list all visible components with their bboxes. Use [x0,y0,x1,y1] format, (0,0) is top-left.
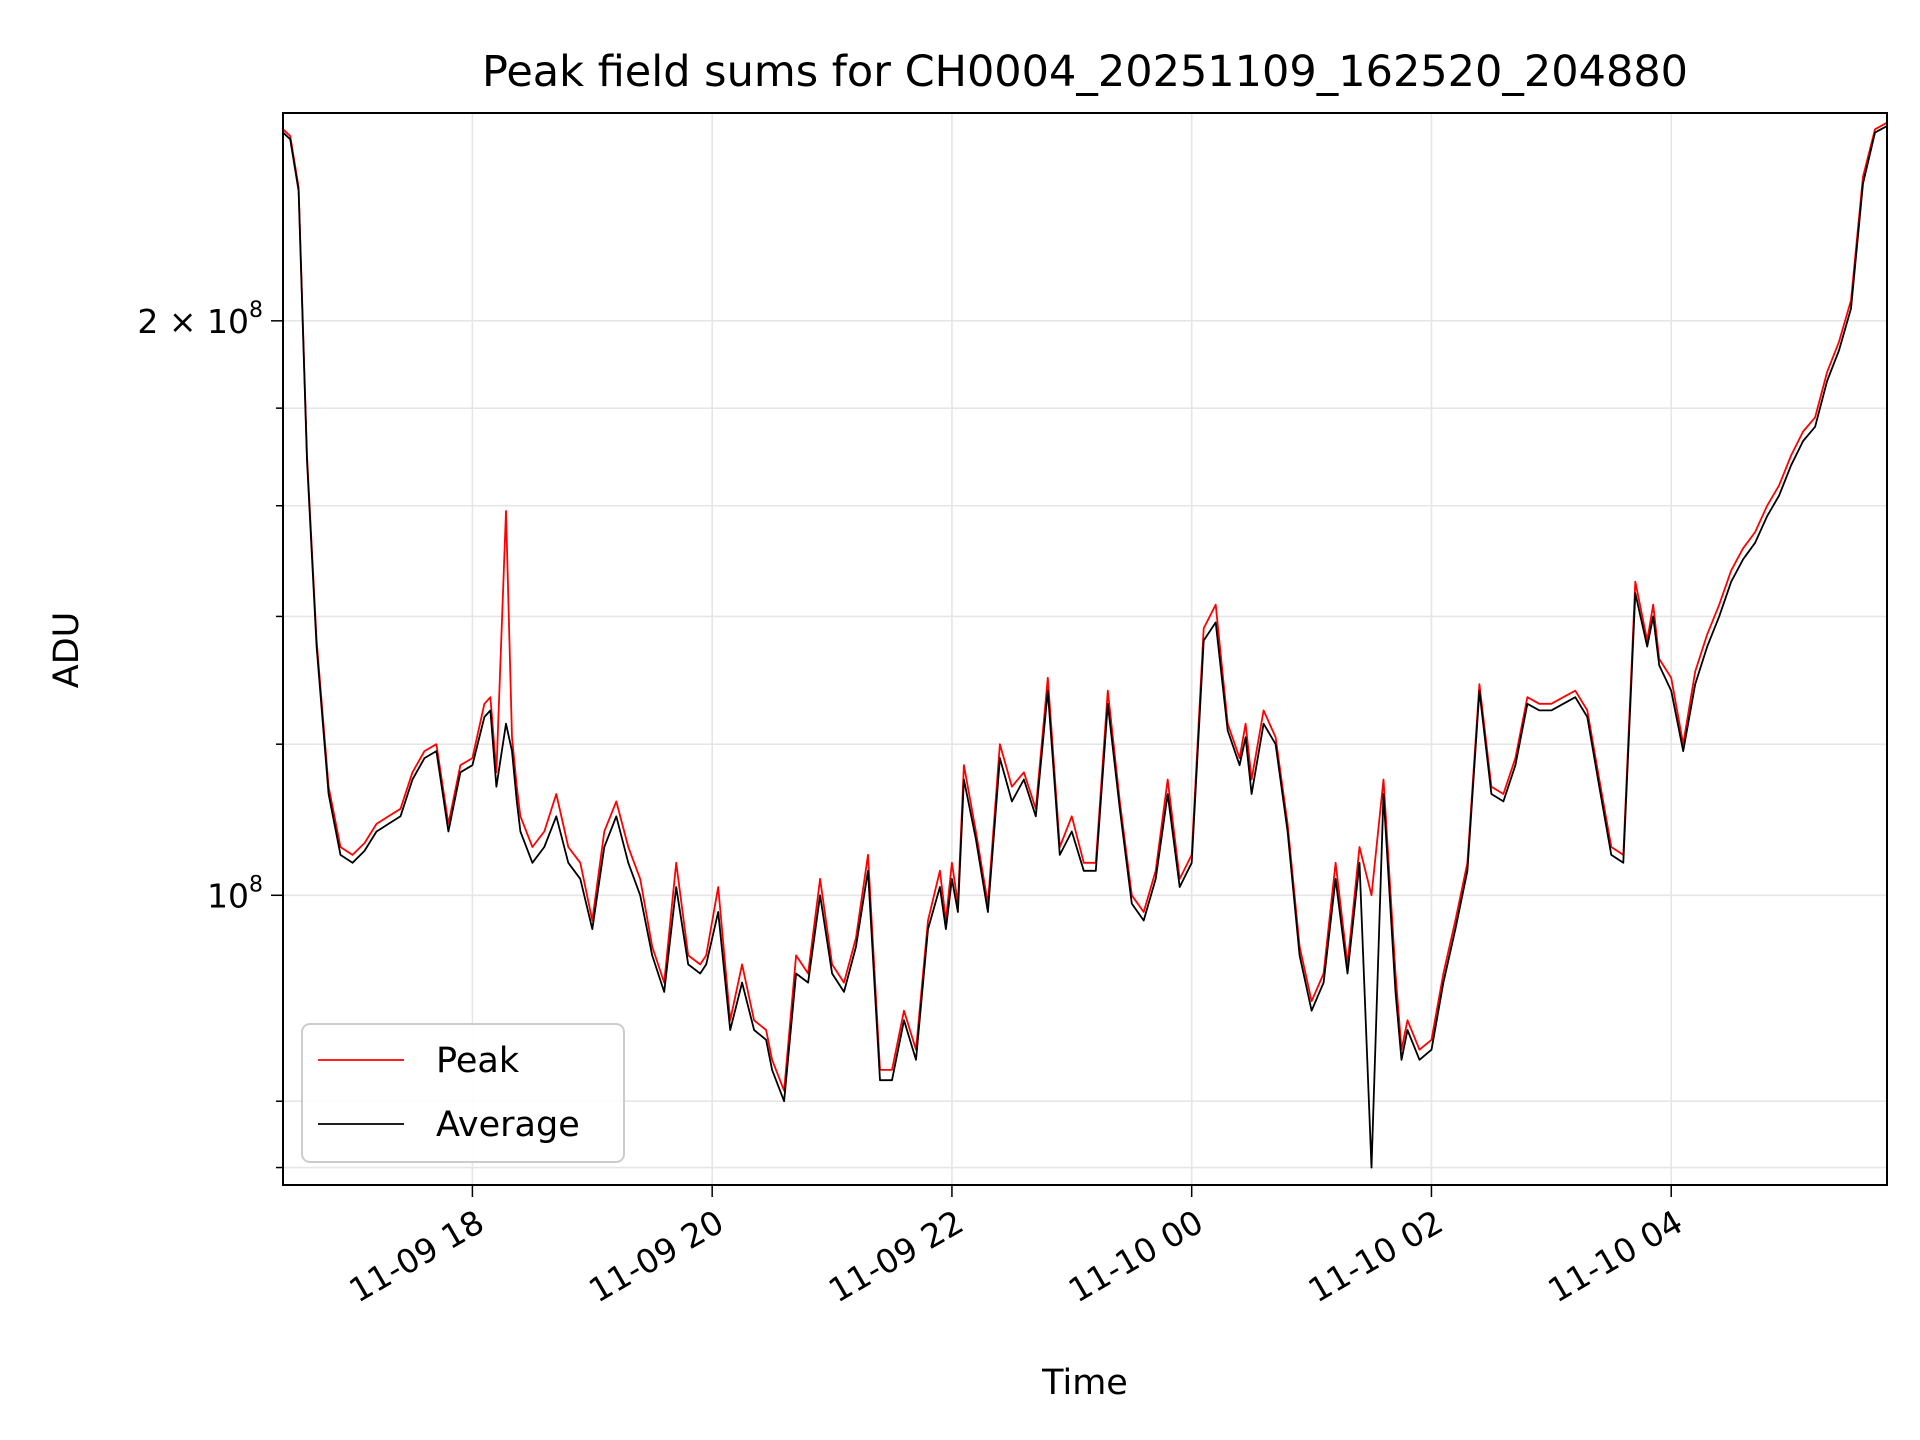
y-tick-label-exponent: 8 [249,872,263,897]
legend-label-average: Average [436,1105,580,1145]
y-tick-label: 2 × 108 [137,298,263,341]
y-tick-label-exponent: 8 [249,298,263,323]
legend: Peak Average [301,1023,625,1163]
legend-label-peak: Peak [436,1041,520,1081]
x-axis-label: Time [1041,1363,1128,1403]
plot-lines [282,121,1888,1169]
y-tick-label: 108 [207,872,263,915]
series-line-average [282,125,1888,1169]
legend-box [301,1023,625,1163]
chart-title: Peak field sums for CH0004_20251109_1625… [482,47,1688,97]
y-axis-label: ADU [47,612,87,689]
y-tick-label-base: 10 [207,876,249,915]
y-tick-label-base: 2 × 10 [137,302,249,341]
plot-frame [282,112,1888,1186]
grid [283,113,1887,1185]
